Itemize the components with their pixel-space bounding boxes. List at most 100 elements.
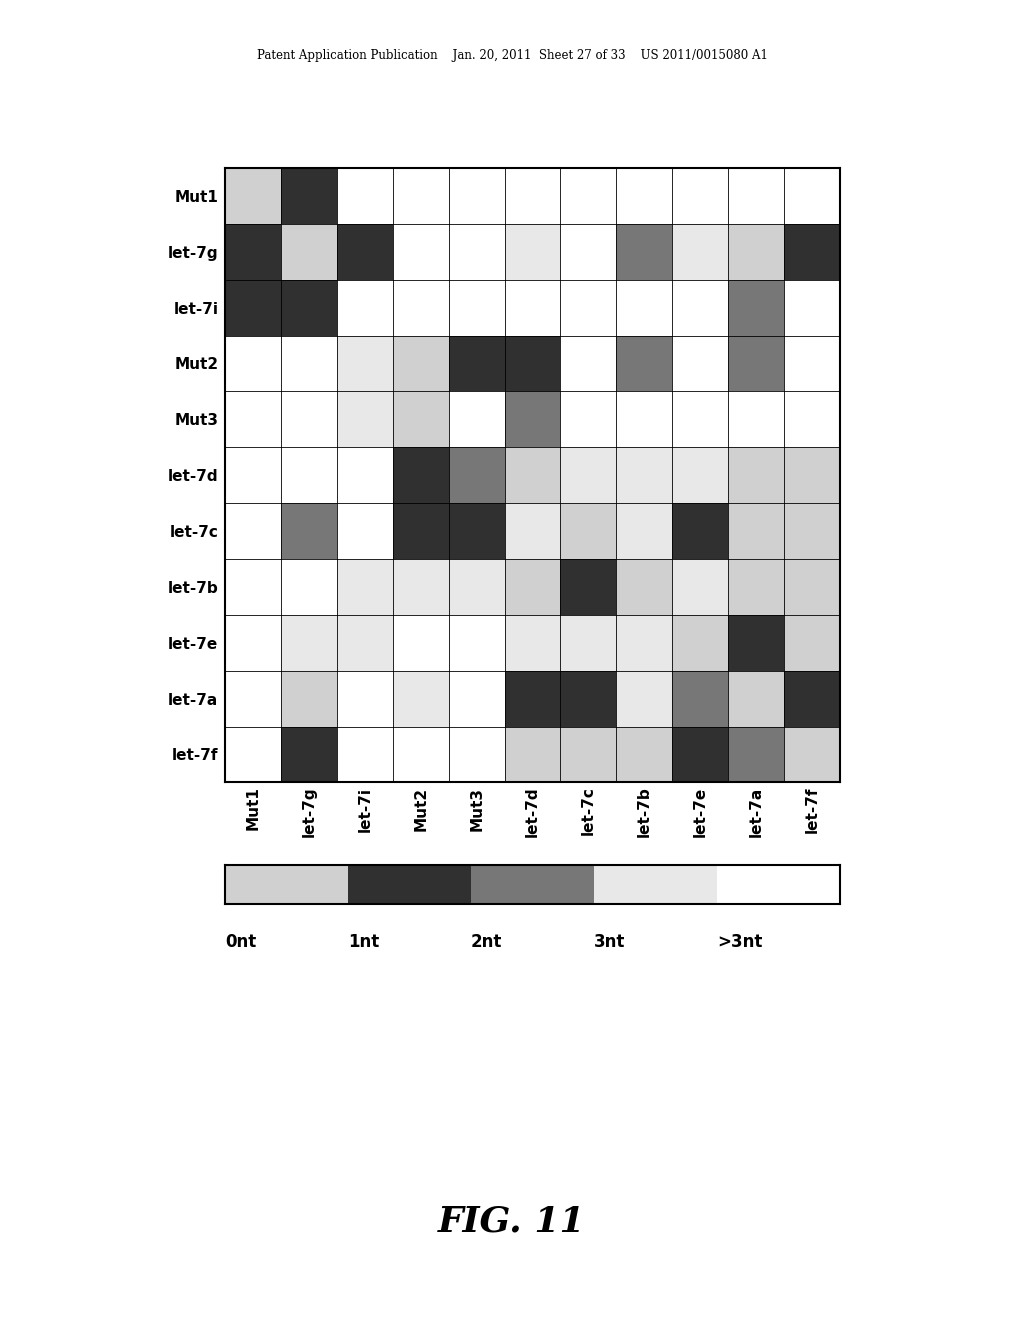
Bar bbox=[505, 392, 560, 447]
Bar bbox=[449, 726, 505, 783]
Bar bbox=[616, 558, 672, 615]
Bar bbox=[783, 447, 840, 503]
Bar bbox=[449, 503, 505, 558]
Bar bbox=[393, 447, 449, 503]
Bar bbox=[672, 280, 728, 335]
Bar bbox=[449, 335, 505, 392]
Bar bbox=[282, 224, 337, 280]
Bar bbox=[728, 726, 783, 783]
Bar bbox=[337, 168, 393, 224]
Bar bbox=[337, 671, 393, 726]
Bar bbox=[449, 335, 505, 392]
Bar bbox=[282, 168, 337, 224]
Text: 1nt: 1nt bbox=[348, 933, 380, 952]
Bar bbox=[616, 335, 672, 392]
Bar bbox=[783, 671, 840, 726]
Bar bbox=[783, 615, 840, 671]
Bar bbox=[672, 503, 728, 558]
Bar bbox=[616, 392, 672, 447]
Bar bbox=[282, 503, 337, 558]
Bar bbox=[672, 671, 728, 726]
Bar bbox=[560, 671, 616, 726]
Bar bbox=[728, 335, 783, 392]
Bar bbox=[560, 447, 616, 503]
Bar bbox=[393, 447, 449, 503]
Bar bbox=[672, 447, 728, 503]
Bar bbox=[505, 671, 560, 726]
Bar bbox=[672, 726, 728, 783]
Bar bbox=[728, 447, 783, 503]
Bar bbox=[672, 503, 728, 558]
Bar bbox=[449, 558, 505, 615]
Bar bbox=[393, 558, 449, 615]
Bar bbox=[449, 503, 505, 558]
Bar bbox=[783, 224, 840, 280]
Bar bbox=[560, 392, 616, 447]
Bar bbox=[393, 168, 449, 224]
Bar bbox=[672, 168, 728, 224]
Bar bbox=[337, 335, 393, 392]
Bar bbox=[282, 726, 337, 783]
Bar bbox=[449, 671, 505, 726]
Bar bbox=[505, 392, 560, 447]
Bar bbox=[560, 558, 616, 615]
Bar bbox=[616, 503, 672, 558]
Bar bbox=[337, 392, 393, 447]
Bar bbox=[783, 280, 840, 335]
Bar bbox=[672, 726, 728, 783]
Bar bbox=[783, 558, 840, 615]
Bar bbox=[505, 447, 560, 503]
Bar bbox=[728, 503, 783, 558]
Bar bbox=[783, 726, 840, 783]
Bar bbox=[225, 558, 282, 615]
Bar bbox=[505, 671, 560, 726]
Bar bbox=[560, 558, 616, 615]
Bar bbox=[616, 447, 672, 503]
Bar bbox=[728, 615, 783, 671]
Bar bbox=[505, 168, 560, 224]
Bar bbox=[505, 280, 560, 335]
Bar bbox=[560, 726, 616, 783]
Bar bbox=[783, 168, 840, 224]
Text: 0nt: 0nt bbox=[225, 933, 257, 952]
Bar bbox=[348, 865, 471, 904]
Bar bbox=[449, 280, 505, 335]
Bar bbox=[471, 865, 594, 904]
Bar bbox=[282, 671, 337, 726]
Bar bbox=[560, 503, 616, 558]
Bar bbox=[282, 280, 337, 335]
Bar bbox=[560, 335, 616, 392]
Bar bbox=[282, 615, 337, 671]
Bar bbox=[783, 503, 840, 558]
Text: 2nt: 2nt bbox=[471, 933, 503, 952]
Bar bbox=[282, 447, 337, 503]
Bar bbox=[282, 280, 337, 335]
Bar bbox=[505, 726, 560, 783]
Bar bbox=[225, 392, 282, 447]
Bar bbox=[728, 280, 783, 335]
Bar bbox=[672, 671, 728, 726]
Bar bbox=[672, 224, 728, 280]
Bar bbox=[393, 726, 449, 783]
Bar bbox=[225, 224, 282, 280]
Bar bbox=[282, 168, 337, 224]
Bar bbox=[594, 865, 717, 904]
Bar bbox=[672, 615, 728, 671]
Bar bbox=[560, 671, 616, 726]
Bar bbox=[337, 224, 393, 280]
Bar bbox=[783, 224, 840, 280]
Bar bbox=[225, 671, 282, 726]
Bar bbox=[282, 392, 337, 447]
Bar bbox=[505, 558, 560, 615]
Bar bbox=[282, 335, 337, 392]
Bar bbox=[225, 503, 282, 558]
Bar bbox=[728, 392, 783, 447]
Bar bbox=[560, 168, 616, 224]
Bar bbox=[728, 335, 783, 392]
Bar bbox=[783, 335, 840, 392]
Bar bbox=[282, 558, 337, 615]
Bar bbox=[449, 224, 505, 280]
Bar bbox=[728, 558, 783, 615]
Text: Patent Application Publication    Jan. 20, 2011  Sheet 27 of 33    US 2011/00150: Patent Application Publication Jan. 20, … bbox=[257, 49, 767, 62]
Bar bbox=[505, 615, 560, 671]
